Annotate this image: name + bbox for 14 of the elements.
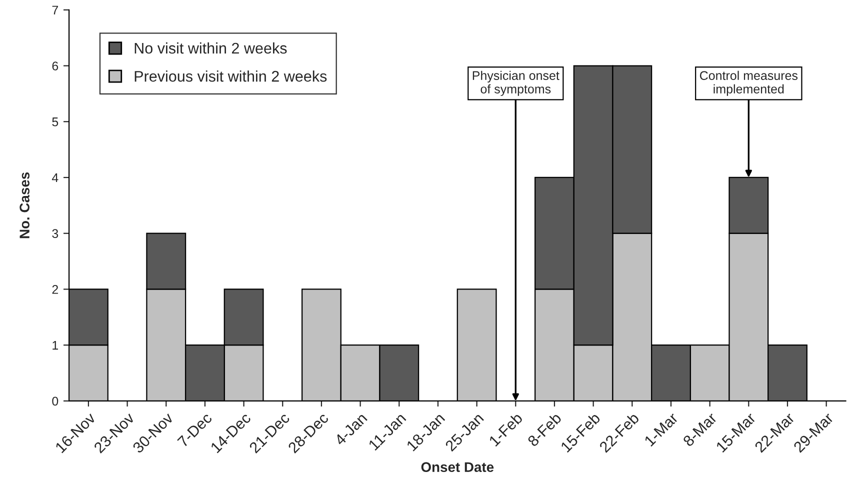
y-tick-label: 0 bbox=[52, 396, 58, 406]
annotation: Physician onset of symptoms bbox=[472, 70, 560, 96]
annotation: Control measures implemented bbox=[700, 70, 798, 96]
legend-label: Previous visit within 2 weeks bbox=[134, 70, 327, 82]
y-tick-label: 4 bbox=[52, 173, 58, 182]
y-axis-title: No. Cases bbox=[20, 172, 30, 238]
y-tick-label: 3 bbox=[52, 229, 58, 238]
legend-label: No visit within 2 weeks bbox=[134, 42, 287, 54]
y-tick-label: 7 bbox=[52, 6, 58, 14]
y-tick-label: 6 bbox=[52, 62, 58, 70]
y-tick-label: 2 bbox=[52, 285, 58, 294]
y-tick-label: 1 bbox=[52, 341, 58, 350]
x-axis-title: Onset Date bbox=[421, 462, 494, 472]
y-tick-label: 5 bbox=[52, 118, 58, 126]
